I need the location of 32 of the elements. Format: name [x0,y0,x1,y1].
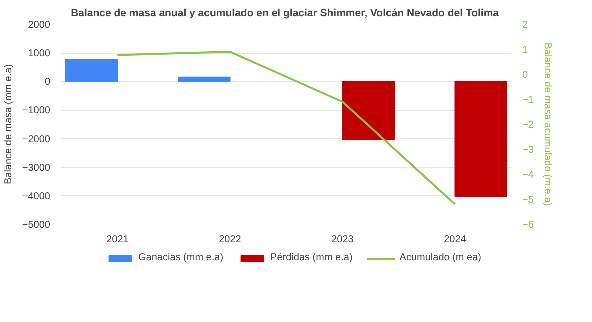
chart-title: Balance de masa anual y acumulado en el glaciar Shimmer, Volcán Nevado del Tolima [71,8,500,20]
y-tick-label: 1000 [28,48,51,60]
bar [454,81,508,197]
y-axis-title: Balance de masa (mm e.a) [3,64,14,185]
y-tick-label: −4000 [22,191,51,202]
y2-tick-label: −3 [522,145,534,156]
x-tick-label: 2022 [219,234,242,246]
y2-axis-title: Balance de masa acumulado (m.e.a) [542,42,553,206]
x-tick-label: 2024 [444,234,467,246]
y2-tick-label: 0 [522,70,528,81]
y2-tick-label: −6 [522,220,534,231]
legend-label: Pérdidas (mm e.a) [270,252,353,264]
bar [342,81,395,140]
legend-label: Acumulado (m ea) [400,252,482,264]
bar [66,59,118,82]
y2-tick-label: 2 [522,20,528,31]
x-tick-label: 2021 [106,234,130,246]
x-tick-label: 2023 [332,234,354,246]
y-tick-label: −3000 [22,162,51,174]
y2-tick-label: −2 [522,120,534,131]
y-tick-label: −2000 [22,134,51,146]
y-tick-label: −5000 [22,220,51,231]
y-tick-label: 2000 [28,20,51,31]
y2-tick-label: −1 [522,95,534,106]
line-series [116,51,456,206]
bar [178,76,231,82]
y-tick-label: −1000 [22,106,51,117]
legend-label: Ganacias (mm e.a) [138,252,224,264]
y-tick-label: 0 [44,77,51,88]
y2-tick-label: 1 [522,45,528,56]
y2-tick-label: −5 [522,195,534,206]
y2-tick-label: −4 [522,170,534,181]
